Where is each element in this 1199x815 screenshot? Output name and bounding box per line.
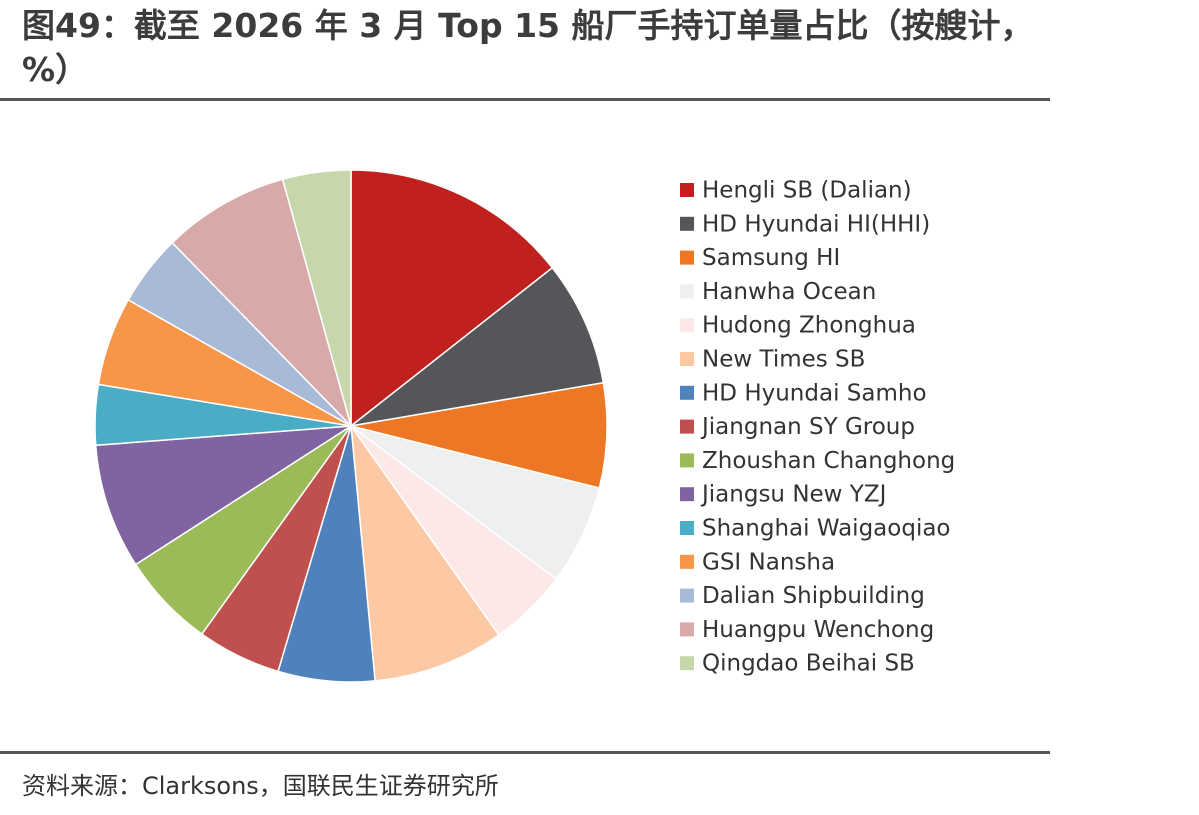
pie-slice (281, 169, 352, 427)
legend-label: Hanwha Ocean (702, 279, 876, 305)
legend-swatch (680, 521, 694, 535)
legend-label: Jiangsu New YZJ (700, 482, 886, 508)
source: 资料来源：Clarksons，国联民生证券研究所 (22, 772, 499, 800)
legend-label: GSI Nansha (702, 549, 835, 575)
legend-label: New Times SB (702, 347, 865, 373)
legend-label: HD Hyundai HI(HHI) (702, 211, 930, 237)
pie-slice (349, 423, 500, 682)
legend-label: Shanghai Waigaoqiao (702, 516, 951, 542)
legend-swatch (680, 183, 694, 197)
legend-swatch (680, 419, 694, 434)
rule (0, 98, 1050, 101)
legend-label: HD Hyundai Samho (702, 380, 927, 406)
legend-label: Hudong Zhonghua (702, 313, 916, 339)
legend-swatch (680, 284, 694, 299)
legend-label: Jiangnan SY Group (700, 414, 915, 440)
legend-label: Hengli SB (Dalian) (702, 178, 912, 204)
legend-swatch (680, 352, 694, 366)
legend-swatch (680, 588, 694, 603)
pie-slice (171, 178, 352, 427)
legend-label: Samsung HI (702, 245, 840, 271)
legend-label: Huangpu Wenchong (702, 617, 934, 643)
legend-swatch (680, 453, 694, 468)
pie-slice (94, 425, 352, 566)
rule (0, 751, 1050, 754)
legend-swatch (680, 318, 694, 333)
legend-swatch (680, 656, 694, 671)
legend-swatch (680, 216, 694, 231)
legend-label: Qingdao Beihai SB (702, 651, 915, 677)
legend-label: Zhoushan Changhong (702, 448, 955, 474)
legend-swatch (680, 487, 694, 502)
legend-swatch (680, 250, 694, 265)
legend-swatch (680, 622, 694, 637)
pie-slice (350, 266, 605, 427)
legend-swatch (680, 385, 694, 400)
legend-label: Dalian Shipbuilding (702, 583, 925, 609)
chart-title: 图49：截至 2026 年 3 月 Top 15 船厂手持订单量占比（按艘计，%… (22, 6, 1034, 89)
pie-slice (350, 169, 554, 428)
legend-swatch (680, 554, 694, 569)
